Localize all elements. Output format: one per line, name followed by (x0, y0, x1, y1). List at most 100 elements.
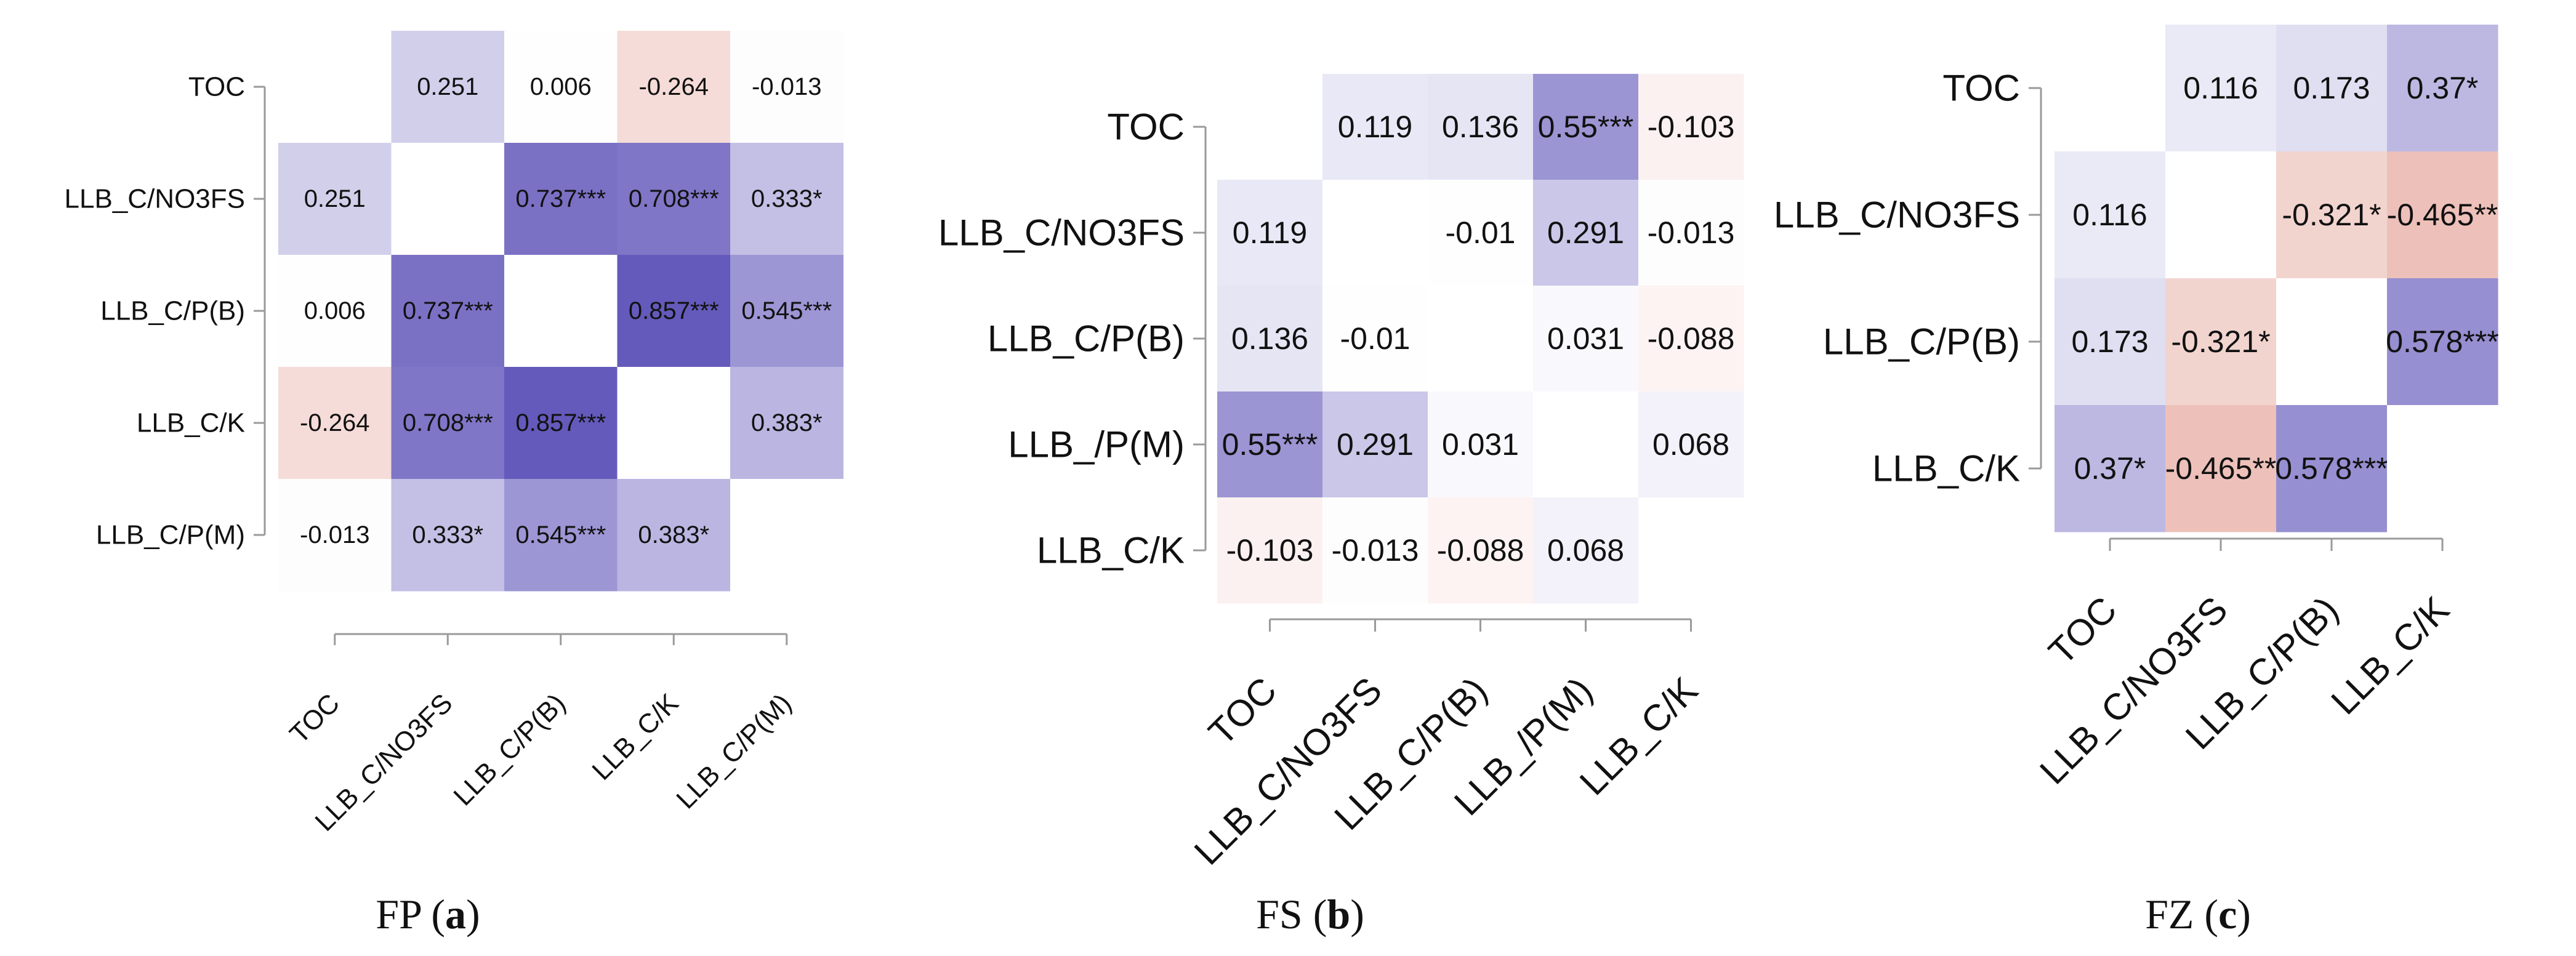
heatmap-cell (278, 255, 392, 368)
cell-value-label: 0.173 (2071, 324, 2148, 359)
row-tick-label: LLB_C/NO3FS (65, 184, 245, 214)
panel-fz: 0.116 0.173 0.37*0.116 -0.321* -0.465**0.173… (1774, 25, 2499, 938)
cell-value-label: -0.013 (300, 521, 369, 548)
row-tick-label: LLB_/P(M) (1008, 424, 1185, 465)
cell-value-label: -0.013 (1332, 533, 1419, 568)
heatmap-cell (617, 479, 731, 592)
cell-value-label: -0.465** (2165, 451, 2277, 486)
heatmap-cell (1533, 392, 1639, 498)
row-tick-label: LLB_C/P(M) (96, 520, 245, 550)
column-tick-label: TOC (2041, 588, 2125, 672)
cell-value-label: 0.708*** (403, 409, 493, 436)
heatmap-cell (617, 143, 731, 255)
heatmap-cell (391, 143, 505, 255)
cell-value-label: 0.068 (1547, 533, 1624, 568)
heatmap-cell (2276, 25, 2388, 152)
row-tick-label: LLB_C/NO3FS (938, 212, 1185, 254)
cell-value-label: 0.136 (1442, 110, 1519, 144)
heatmap-cell (2276, 278, 2388, 406)
cell-value-label: 0.068 (1652, 427, 1729, 462)
heatmap-cell (2165, 405, 2277, 532)
heatmap-cell (2165, 278, 2277, 406)
heatmap-cell (730, 255, 843, 368)
caption-suffix: ) (466, 891, 480, 938)
column-tick-label: LLB_C/K (1572, 669, 1705, 803)
heatmap-cell (2387, 25, 2498, 152)
heatmap-cell (2276, 151, 2388, 279)
cell-value-label: 0.251 (417, 73, 478, 100)
heatmap-cell (1322, 286, 1428, 392)
heatmap-cell (1217, 392, 1323, 498)
cell-value-label: 0.37* (2407, 71, 2479, 105)
caption-letter: a (445, 891, 466, 938)
heatmap-cell (2387, 151, 2498, 279)
cell-value-label: 0.545*** (741, 297, 832, 324)
cell-value-label: 0.737*** (403, 297, 493, 324)
heatmap-cell (278, 367, 392, 480)
cell-value-label: 0.251 (304, 185, 366, 212)
panel-caption: FS (b) (1256, 891, 1364, 938)
heatmap-cell (2165, 25, 2277, 152)
row-tick-label: LLB_C/K (1037, 530, 1185, 571)
cell-value-label: 0.173 (2293, 71, 2370, 105)
heatmap-cell (2055, 151, 2166, 279)
row-tick-label: TOC (188, 72, 245, 102)
heatmap-cell (1533, 286, 1639, 392)
cell-value-label: 0.737*** (515, 185, 606, 212)
heatmap-cell (278, 479, 392, 592)
cell-value-label: 0.006 (530, 73, 592, 100)
column-tick-label: LLB_C/P(M) (670, 688, 797, 815)
heatmap-cell (1217, 497, 1323, 604)
heatmap-cell (278, 143, 392, 255)
heatmap-cell (1533, 74, 1639, 180)
caption-letter: b (1327, 891, 1350, 938)
heatmap-cell (391, 367, 505, 480)
cell-value-label: 0.291 (1547, 215, 1624, 250)
cell-value-label: 0.383* (751, 409, 823, 436)
heatmap-cell (1533, 180, 1639, 286)
cell-value-label: 0.578*** (2386, 324, 2499, 359)
caption-prefix: FS ( (1256, 891, 1327, 938)
heatmap-cell (1428, 497, 1534, 604)
cell-value-label: 0.578*** (2275, 451, 2388, 486)
cell-value-label: 0.119 (1338, 110, 1412, 144)
cell-value-label: -0.013 (1648, 215, 1735, 250)
row-tick-label: LLB_C/P(B) (988, 318, 1185, 360)
cell-value-label: -0.103 (1648, 110, 1735, 144)
heatmap-cell (2055, 278, 2166, 406)
cell-value-label: -0.321* (2171, 324, 2270, 359)
heatmap-cell (1322, 392, 1428, 498)
heatmap-cell (1638, 392, 1744, 498)
heatmap-cell (1638, 286, 1744, 392)
heatmap-cell (2387, 405, 2498, 532)
column-tick-label: LLB_C/NO3FS (2032, 588, 2235, 792)
heatmap-cell (504, 367, 618, 480)
cell-value-label: 0.857*** (515, 409, 606, 436)
cell-value-label: -0.013 (752, 73, 821, 100)
panel-fs: 0.119 0.136 0.55*** -0.103 0.119 -0.01 0.291 -0… (938, 74, 1744, 938)
cell-value-label: -0.088 (1437, 533, 1524, 568)
heatmap-cell (1217, 286, 1323, 392)
cell-value-label: 0.031 (1442, 427, 1519, 462)
heatmap-cell (391, 255, 505, 368)
heatmap-cell (278, 31, 392, 143)
heatmap-cell (2276, 405, 2388, 532)
cell-value-label: -0.264 (639, 73, 709, 100)
heatmap-cell (504, 255, 618, 368)
column-tick-label: TOC (1201, 669, 1284, 753)
cell-value-label: 0.291 (1337, 427, 1414, 462)
column-tick-label: LLB_C/NO3FS (1186, 669, 1390, 872)
heatmap-cell (1322, 180, 1428, 286)
cell-value-label: 0.136 (1231, 321, 1308, 356)
cell-value-label: 0.37* (2074, 451, 2146, 486)
cell-value-label: -0.01 (1340, 321, 1411, 356)
heatmap-cell (2055, 25, 2166, 152)
cell-value-label: 0.545*** (515, 521, 606, 548)
heatmap-cell (2387, 278, 2498, 406)
cell-value-label: 0.116 (2072, 198, 2147, 232)
cell-value-label: -0.264 (300, 409, 369, 436)
panel-caption: FP (a) (376, 891, 480, 938)
cell-value-label: 0.708*** (629, 185, 719, 212)
heatmap-cell (1533, 497, 1639, 604)
column-tick-label: LLB_C/P(B) (448, 688, 571, 812)
